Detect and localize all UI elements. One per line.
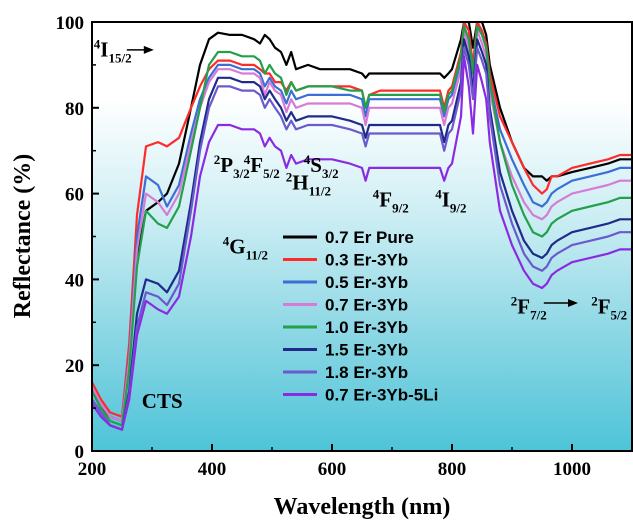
legend-label: 1.8 Er-3Yb: [325, 363, 408, 382]
annotation-label: 4I15/2: [94, 36, 132, 65]
annotation-label: 4I9/2: [435, 186, 466, 215]
x-tick-label: 800: [438, 459, 467, 480]
annotation-label: 2F7/2: [511, 294, 547, 323]
series-line-7: [92, 46, 632, 431]
legend-label: 0.7 Er-3Yb-5Li: [325, 386, 438, 405]
legend-label: 1.0 Er-3Yb: [325, 318, 408, 337]
annotation-label: 4F5/2: [244, 152, 280, 181]
series-layer: [92, 22, 632, 431]
x-tick-label: 1000: [553, 459, 591, 480]
arrow-head: [143, 45, 154, 54]
y-tick-label: 0: [75, 442, 85, 463]
series-line-5: [92, 25, 632, 427]
series-line-3: [92, 25, 632, 423]
y-axis-title: Reflectance (%): [10, 154, 36, 319]
legend: 0.7 Er Pure 0.3 Er-3Yb 0.5 Er-3Yb 0.7 Er-3Y…: [283, 228, 438, 405]
legend-label: 1.5 Er-3Yb: [325, 341, 408, 360]
x-tick-label: 200: [78, 459, 107, 480]
annotation-label: 4G11/2: [223, 234, 268, 263]
series-line-6: [92, 38, 632, 431]
series-line-4: [92, 29, 632, 423]
series-line-8: [92, 55, 632, 431]
annotation-label: 2H11/2: [286, 169, 331, 198]
axes: 200 400 600 800 1000 0 20 40 60 80 100: [56, 13, 592, 480]
y-tick-label: 100: [56, 13, 85, 34]
annotation-label: 2P3/2: [214, 152, 250, 181]
legend-label: 0.5 Er-3Yb: [325, 273, 408, 292]
annotation-label: 4F9/2: [373, 186, 409, 215]
annotation-label: 4S3/2: [304, 152, 339, 181]
y-tick-label: 60: [65, 185, 84, 206]
x-tick-label: 400: [198, 459, 227, 480]
y-tick-label: 40: [65, 270, 84, 291]
legend-label: 0.7 Er-3Yb: [325, 296, 408, 315]
arrow-head: [568, 298, 578, 307]
legend-label: 0.3 Er-3Yb: [325, 251, 408, 270]
x-axis-title: Wavelength (nm): [274, 494, 451, 520]
y-tick-label: 80: [65, 99, 84, 120]
x-tick-label: 600: [318, 459, 347, 480]
legend-label: 0.7 Er Pure: [325, 228, 414, 247]
annotation-label: 2F5/2: [591, 294, 627, 323]
annotation-label: CTS: [142, 389, 183, 413]
y-tick-label: 20: [65, 356, 84, 377]
